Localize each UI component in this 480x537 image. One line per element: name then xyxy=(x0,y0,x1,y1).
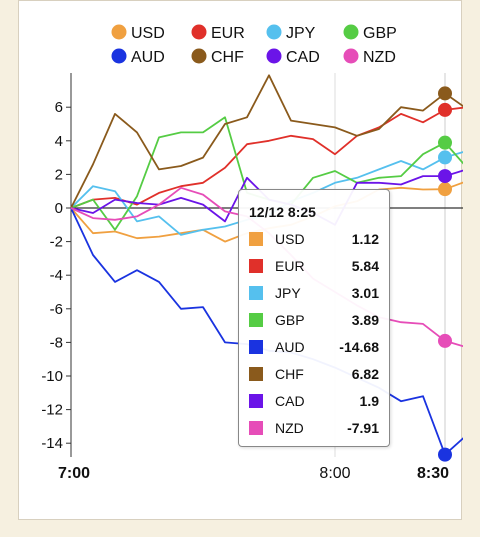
tooltip-series-name: USD xyxy=(275,231,305,247)
hover-dot-eur xyxy=(438,102,452,117)
x-tick-label: 7:00 xyxy=(58,465,90,482)
legend-marker-aud xyxy=(111,48,127,64)
tooltip: 12/12 8:25 USD 1.12 EUR 5.84 JPY 3.01 GBP 3.89 A… xyxy=(238,189,390,447)
hover-dot-jpy xyxy=(438,150,452,165)
legend-label-cad: CAD xyxy=(286,49,320,66)
y-tick-label: 4 xyxy=(55,133,63,150)
y-tick-label: 6 xyxy=(55,99,63,116)
tooltip-series-value: 3.89 xyxy=(351,312,379,328)
legend-marker-chf xyxy=(191,48,207,64)
y-tick-label: 2 xyxy=(55,166,63,183)
tooltip-swatch xyxy=(249,259,263,273)
legend-label-eur: EUR xyxy=(211,25,245,42)
y-tick-label: -4 xyxy=(50,267,63,284)
y-tick-label: -2 xyxy=(50,234,63,251)
tooltip-row-eur: EUR 5.84 xyxy=(249,257,379,277)
legend-marker-usd xyxy=(111,24,127,40)
x-tick-label: 8:00 xyxy=(319,465,350,482)
tooltip-series-value: 1.12 xyxy=(351,231,379,247)
series-line-eur xyxy=(70,106,463,209)
tooltip-swatch xyxy=(249,421,263,435)
hover-dot-usd xyxy=(438,182,452,197)
y-tick-label: -14 xyxy=(41,435,63,452)
tooltip-series-name: NZD xyxy=(275,420,304,436)
x-tick-label: 8:30 xyxy=(417,465,449,482)
legend-label-gbp: GBP xyxy=(363,25,397,42)
legend-label-chf: CHF xyxy=(211,49,244,66)
hover-dot-chf xyxy=(438,86,452,101)
tooltip-row-usd: USD 1.12 xyxy=(249,230,379,250)
tooltip-series-name: GBP xyxy=(275,312,305,328)
y-tick-label: -10 xyxy=(41,368,63,385)
series-line-chf xyxy=(70,74,463,209)
y-tick-label: -6 xyxy=(50,301,63,318)
tooltip-series-value: -14.68 xyxy=(339,339,379,355)
legend-marker-cad xyxy=(266,48,282,64)
tooltip-row-chf: CHF 6.82 xyxy=(249,365,379,385)
tooltip-swatch xyxy=(249,232,263,246)
hover-dot-aud xyxy=(438,447,452,462)
legend-label-aud: AUD xyxy=(131,49,165,66)
y-tick-label: -12 xyxy=(41,402,63,419)
tooltip-series-value: -7.91 xyxy=(347,420,379,436)
tooltip-row-nzd: NZD -7.91 xyxy=(249,419,379,439)
tooltip-row-jpy: JPY 3.01 xyxy=(249,284,379,304)
chart-card: USD EUR JPY GBP AUD CHF CAD NZD 6 4 2 0 -2 -4 -6 -8 -10… xyxy=(18,0,463,520)
hover-dot-gbp xyxy=(438,135,452,150)
legend-label-jpy: JPY xyxy=(286,25,316,42)
tooltip-swatch xyxy=(249,286,263,300)
tooltip-series-name: EUR xyxy=(275,258,305,274)
tooltip-series-name: CAD xyxy=(275,393,305,409)
tooltip-swatch xyxy=(249,313,263,327)
tooltip-swatch xyxy=(249,367,263,381)
tooltip-row-cad: CAD 1.9 xyxy=(249,392,379,412)
legend: USD EUR JPY GBP AUD CHF CAD NZD xyxy=(111,24,397,66)
tooltip-series-name: CHF xyxy=(275,366,304,382)
tooltip-row-gbp: GBP 3.89 xyxy=(249,311,379,331)
legend-marker-nzd xyxy=(343,48,359,64)
tooltip-title: 12/12 8:25 xyxy=(249,204,316,220)
legend-label-usd: USD xyxy=(131,25,165,42)
y-tick-label: -8 xyxy=(50,334,63,351)
tooltip-series-value: 1.9 xyxy=(359,393,379,409)
hover-dot-nzd xyxy=(438,333,452,348)
tooltip-series-value: 5.84 xyxy=(351,258,379,274)
hover-dot-cad xyxy=(438,169,452,184)
hover-dots xyxy=(438,86,452,462)
tooltip-swatch xyxy=(249,394,263,408)
legend-marker-gbp xyxy=(343,24,359,40)
tooltip-series-value: 3.01 xyxy=(351,285,379,301)
tooltip-series-value: 6.82 xyxy=(351,366,379,382)
tooltip-series-name: JPY xyxy=(275,285,301,301)
tooltip-series-name: AUD xyxy=(275,339,305,355)
legend-marker-eur xyxy=(191,24,207,40)
legend-marker-jpy xyxy=(266,24,282,40)
legend-label-nzd: NZD xyxy=(363,49,396,66)
tooltip-swatch xyxy=(249,340,263,354)
y-tick-label: 0 xyxy=(55,200,63,217)
tooltip-row-aud: AUD -14.68 xyxy=(249,338,379,358)
